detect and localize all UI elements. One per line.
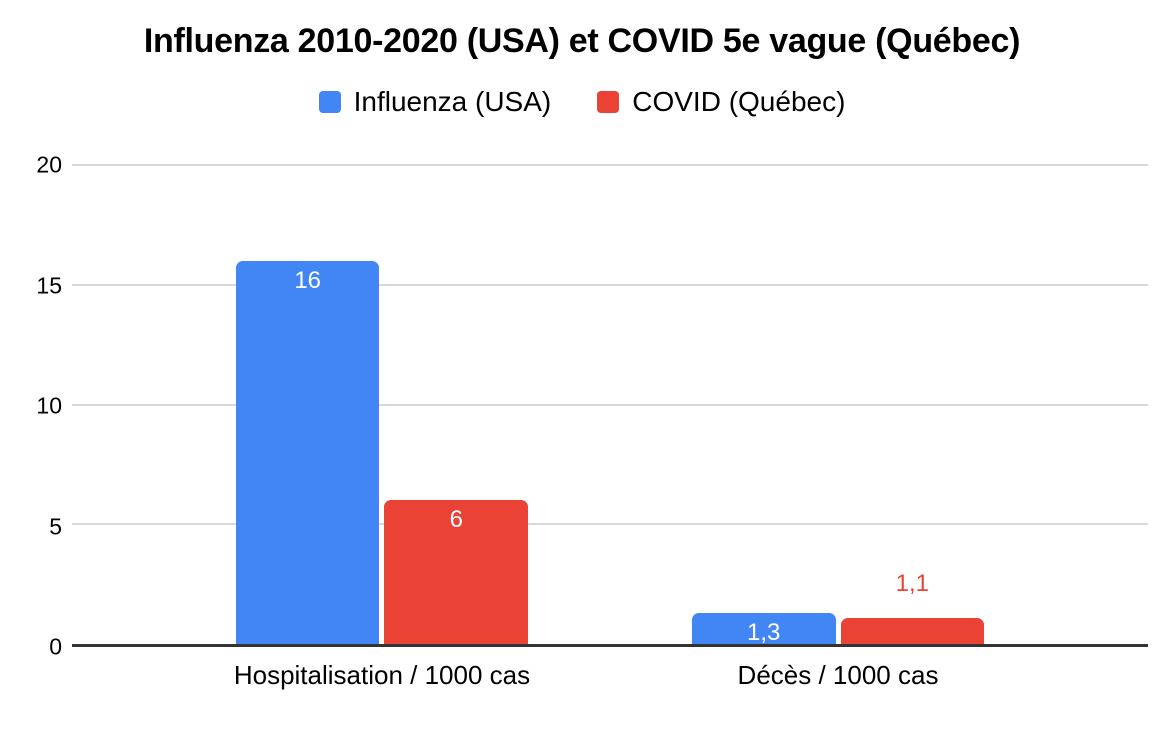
bar-series1-cat1: 1,1 [840,571,985,644]
bar-value-label: 1,3 [747,618,781,646]
chart-title: Influenza 2010-2020 (USA) et COVID 5e va… [143,22,1021,60]
bar-group-0: 16 6 [235,165,529,644]
legend-label: COVID (Québec) [632,86,846,117]
legend-item-0: Influenza (USA) [318,86,552,118]
chart-plot-region: 0 5 10 15 20 16 6 1,3 1,1 [36,153,1148,658]
bar-value-label: 16 [294,266,322,294]
legend-swatch-icon [597,91,620,113]
grid-line [72,283,1148,286]
y-tick-label: 0 [49,633,62,660]
grid-line [72,403,1148,406]
legend-item-1: COVID (Québec) [597,86,845,118]
bar-group-1: 1,3 1,1 [691,165,985,646]
bar-series1-cat0: 6 [384,500,529,644]
bar-series0-cat0: 16 [235,260,380,644]
x-axis-labels: Hospitalisation / 1000 cas Décès / 1000 c… [72,660,1148,691]
x-category-label-1: Décès / 1000 cas [737,660,939,690]
grid-line [72,164,1148,166]
chart-legend: Influenza (USA) COVID (Québec) [0,86,1164,118]
bar-series0-cat1: 1,3 [691,612,836,646]
bar-value-label: 6 [449,506,463,534]
y-tick-label: 10 [36,392,62,419]
bar-value-label: 1,1 [895,569,929,597]
x-category-label-0: Hospitalisation / 1000 cas [233,660,531,690]
plot-area: 16 6 1,3 1,1 [72,164,1148,647]
y-axis: 0 5 10 15 20 [0,153,62,658]
y-tick-label: 20 [36,151,62,178]
y-tick-label: 15 [36,272,62,298]
grid-line [72,523,1148,526]
y-tick-label: 5 [49,513,62,539]
legend-swatch-icon [318,91,341,113]
legend-label: Influenza (USA) [353,86,552,117]
